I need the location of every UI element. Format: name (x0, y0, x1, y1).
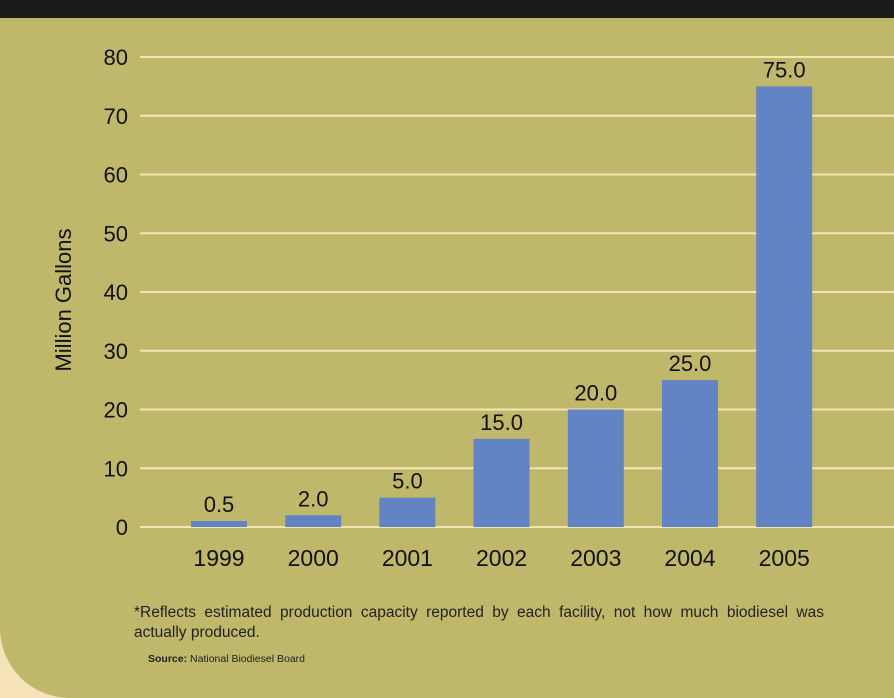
bar-2002 (473, 438, 530, 527)
y-tick-label-10: 10 (104, 456, 128, 481)
y-tick-label-60: 60 (104, 163, 128, 188)
x-tick-label-2003: 2003 (570, 545, 621, 571)
y-tick-label-40: 40 (104, 280, 128, 305)
x-tick-label-2005: 2005 (759, 545, 810, 571)
bar-2001 (379, 497, 436, 527)
y-tick-label-30: 30 (104, 339, 128, 364)
x-tick-label-2001: 2001 (382, 545, 433, 571)
bar-1999 (191, 521, 247, 527)
data-label-2005: 75.0 (763, 57, 806, 82)
data-label-2004: 25.0 (669, 351, 712, 376)
x-tick-label-1999: 1999 (193, 545, 244, 571)
data-label-2002: 15.0 (480, 410, 523, 435)
source-label: Source: (148, 653, 188, 665)
bar-2000 (285, 515, 342, 527)
data-label-2001: 5.0 (392, 469, 423, 494)
y-tick-label-70: 70 (104, 104, 128, 129)
footnote: *Reflects estimated production capacity … (134, 604, 824, 641)
bar-2005 (756, 86, 813, 527)
x-tick-label-2002: 2002 (476, 545, 527, 571)
bar-chart: 0 10 20 30 40 50 60 70 80 0.5 1999 2.0 2000 5.0 2001 15… (104, 45, 894, 571)
bar-2004 (662, 380, 718, 527)
x-tick-label-2000: 2000 (288, 545, 339, 571)
source-text: National Biodiesel Board (190, 653, 306, 665)
y-tick-label-0: 0 (116, 515, 128, 540)
bar-2003 (567, 409, 624, 527)
y-axis-label: Million Gallons (51, 228, 76, 372)
x-tick-label-2004: 2004 (664, 545, 715, 571)
y-tick-label-20: 20 (104, 398, 128, 423)
source-note: Source: National Biodiesel Board (148, 653, 305, 665)
data-label-1999: 0.5 (204, 492, 235, 517)
data-label-2003: 20.0 (574, 381, 617, 406)
y-tick-label-80: 80 (104, 45, 128, 70)
top-banner (0, 0, 894, 18)
data-label-2000: 2.0 (298, 486, 329, 511)
y-tick-label-50: 50 (104, 221, 128, 246)
